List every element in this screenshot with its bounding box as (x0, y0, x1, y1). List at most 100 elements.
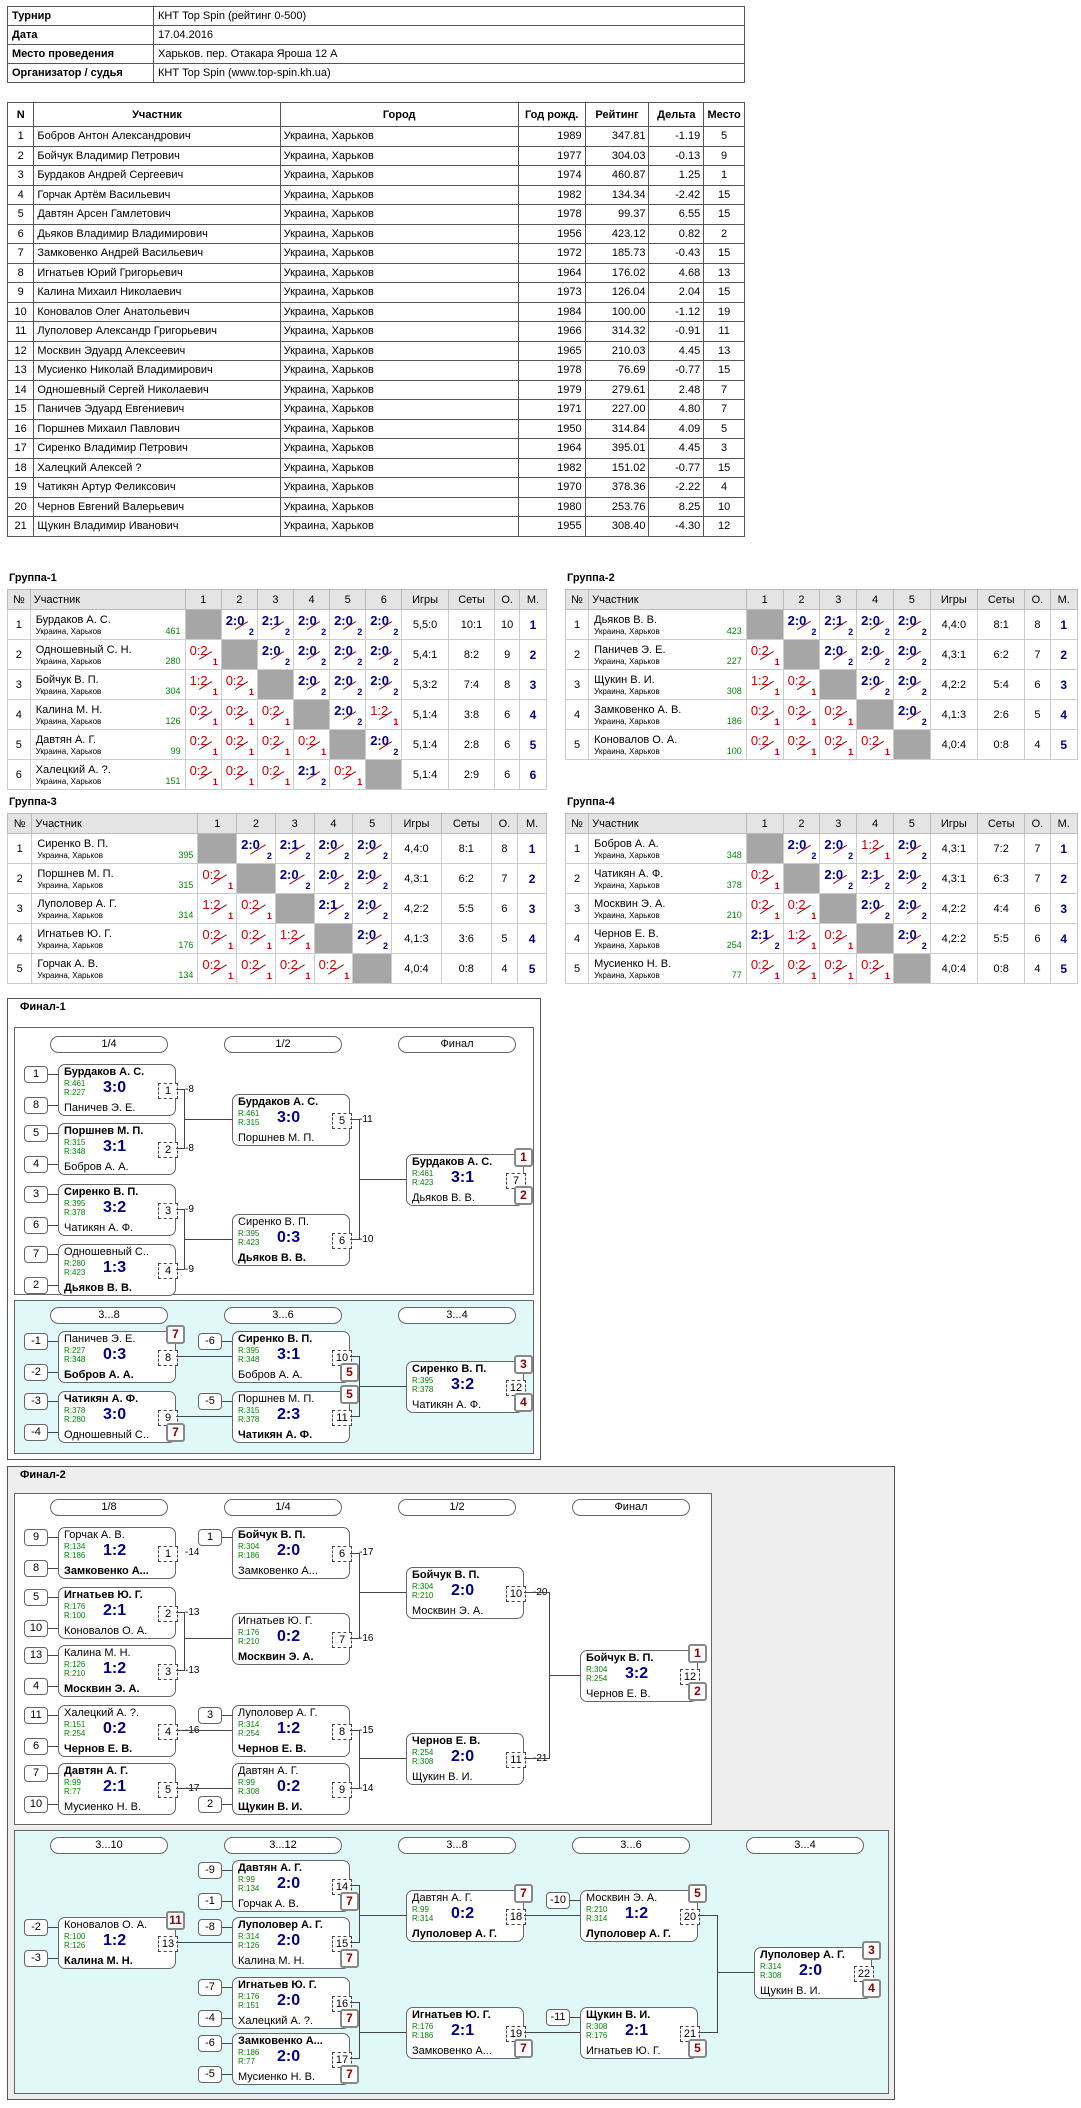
participants-table: N Участник Город Год рожд. Рейтинг Дельта Мест… (6, 102, 745, 537)
group-result-cell: 0:2 1 (745, 893, 784, 924)
participant-cell: Халецкий Алексей ? (33, 457, 281, 478)
group-sets: 2:8 (447, 729, 496, 760)
participant-cell: 17 (6, 438, 35, 459)
group-match-points: 2 (921, 627, 927, 637)
match-number: 22 (854, 1966, 874, 1982)
group-player-rating: 99 (170, 745, 181, 756)
group-row: 2 Поршнев М. П. Украина, Харьков 315 0:2 1 2:0… (6, 863, 547, 894)
participants-col-header: Город (279, 102, 519, 127)
group-col-opponent: 5 (329, 589, 367, 610)
bracket-match: Бурдаков А. С. R:461 R:315 3:0 5 Поршнев М. П… (232, 1094, 352, 1146)
group-result-cell: 2:0 2 (892, 609, 931, 640)
group-col-games: Игры (929, 813, 979, 834)
group-col-name: Участник (31, 813, 199, 834)
participant-cell: -0.77 (648, 457, 705, 478)
group-match-points: 2 (884, 911, 890, 921)
participant-row: 17 Сиренко Владимир Петрович Украина, Харь… (6, 438, 745, 459)
group-games: 4,3:1 (929, 639, 979, 670)
bracket-connector (48, 1254, 58, 1255)
group-result-cell: 2:0 2 (892, 669, 931, 700)
bracket-match: Замковенко А... R:186 R:77 2:0 17 Мусиенко Н.… (232, 2033, 352, 2085)
group-place: 6 (519, 759, 547, 790)
group-result-cell: 2:0 2 (856, 609, 894, 640)
bracket-connector (48, 1804, 58, 1805)
group-score: 0:2 (189, 643, 208, 658)
group-col-games: Игры (391, 813, 442, 834)
match-rating-2: R:378 (238, 1415, 260, 1424)
participant-cell: 1977 (517, 145, 586, 166)
participant-cell: Щукин Владимир Иванович (33, 516, 281, 537)
group-score: 0:2 (297, 733, 317, 748)
group-score: 2:0 (897, 643, 917, 658)
match-rating-1: R:176 (64, 1602, 86, 1611)
group-player-name: Замковенко А. В. (594, 703, 682, 716)
group-points: 6 (494, 759, 521, 790)
participant-cell: 15 (703, 457, 745, 478)
bracket-connector (222, 1901, 232, 1902)
group-player-city: Украина, Харьков 280 (35, 655, 181, 666)
match-score: 2:0 (277, 1932, 301, 1949)
group-match-points: 2 (357, 717, 363, 727)
group-row-no: 2 (7, 639, 31, 670)
group-points: 6 (490, 893, 519, 924)
group-games: 4,3:1 (391, 863, 442, 894)
group-match-points: 1 (228, 941, 234, 951)
group-player: Калина М. Н. Украина, Харьков 126 (29, 699, 186, 730)
group-match-points: 2 (383, 881, 389, 891)
group-player-name: Коновалов О. А. (594, 733, 678, 746)
participant-row: 21 Щукин Владимир Иванович Украина, Харько… (6, 516, 745, 537)
match-rating-2: R:210 (238, 1637, 260, 1646)
group-place: 3 (517, 893, 547, 924)
group-player-name: Давтян А. Г. (35, 733, 97, 746)
group-sets: 6:2 (440, 863, 492, 894)
match-player-2: Щукин В. И. (412, 1771, 473, 1783)
participant-cell: 12 (6, 340, 35, 361)
match-player-1: Паничев Э. Е. (64, 1333, 136, 1345)
group-score: 2:0 (897, 613, 917, 628)
group-result-cell: 0:2 1 (745, 863, 784, 894)
match-seed-1: 7 (24, 1246, 48, 1263)
participant-row: 5 Давтян Арсен Гамлетович Украина, Харьков… (6, 204, 745, 225)
group-match-points: 1 (811, 747, 817, 757)
match-player-1: Сиренко В. П. (412, 1363, 487, 1375)
group-place: 1 (517, 833, 547, 864)
participant-cell: Коновалов Олег Анатольевич (33, 301, 281, 322)
match-player-1: Луполовер А. Г. (238, 1919, 323, 1931)
bracket-round-header: 3...10 (50, 1837, 168, 1854)
group-player-name: Чатикян А. Ф. (594, 867, 664, 880)
bracket-connector (176, 1089, 185, 1090)
participant-cell: 13 (703, 262, 745, 283)
info-row: Организатор / судья КНТ Top Spin (www.top… (7, 63, 745, 83)
group-player: Замковенко А. В. Украина, Харьков 186 (588, 699, 747, 730)
group-result-cell: 2:0 2 (365, 609, 403, 640)
group-col-opponent: 1 (197, 813, 238, 834)
bracket-connector (48, 1372, 58, 1373)
group-match-points: 2 (884, 627, 890, 637)
group-player: Щукин В. И. Украина, Харьков 308 (588, 669, 747, 700)
group-col-no: № (564, 589, 590, 610)
match-place-1: 3 (862, 1941, 881, 1960)
group-match-points: 1 (284, 747, 290, 757)
participant-cell: Украина, Харьков (279, 438, 519, 459)
participant-cell: 4 (6, 184, 35, 205)
match-player-1: Давтян А. Г. (238, 1765, 299, 1777)
match-score: 0:2 (103, 1720, 127, 1737)
group-header-row: № Участник 1 2 3 4 5 Игры Сеты О. М. (6, 813, 547, 834)
group-sets: 0:8 (977, 729, 1026, 760)
group-match-points: 2 (393, 657, 399, 667)
group-match-points: 1 (848, 941, 854, 951)
group-score: 0:2 (279, 957, 298, 972)
match-seed-1: -10 (546, 1892, 570, 1909)
group-games: 4,3:1 (929, 833, 979, 864)
match-place-2: 7 (340, 1892, 359, 1911)
group-player-city: Украина, Харьков 151 (35, 775, 181, 786)
participant-cell: 15 (703, 184, 745, 205)
participants-col-header: Рейтинг (584, 102, 650, 127)
group-col-sets: Сеты (440, 813, 492, 834)
match-player-2: Замковенко А... (412, 2045, 492, 2057)
bracket-match: Давтян А. Г. R:99 R:314 0:2 18 Луполовер А. Г… (406, 1890, 526, 1942)
participant-cell: Украина, Харьков (279, 321, 519, 342)
participant-cell: 7 (6, 243, 35, 264)
match-place-2: 7 (514, 2039, 533, 2058)
match-rating-2: R:186 (64, 1551, 86, 1560)
